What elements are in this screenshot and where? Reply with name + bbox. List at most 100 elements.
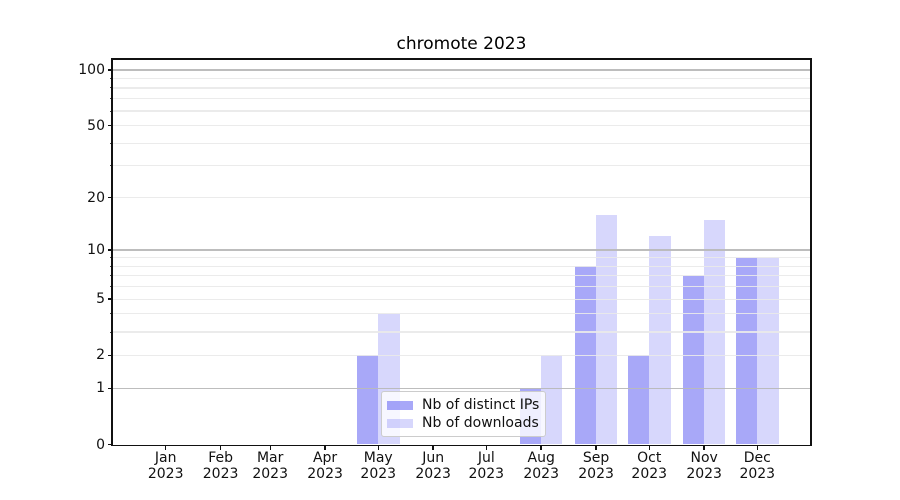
y-minor-tick	[109, 265, 112, 267]
x-tick-year: 2023	[415, 466, 451, 482]
x-tick-may	[377, 446, 379, 451]
bar-nb-of-downloads-aug	[541, 355, 563, 445]
x-tick-label-jan: Jan 2023	[134, 450, 198, 482]
gridline-minor	[113, 196, 810, 199]
y-tick-label-5: 5	[96, 291, 105, 308]
x-tick-month: May	[363, 450, 393, 466]
x-tick-month: Jun	[422, 450, 445, 466]
y-tick-1	[107, 387, 112, 389]
y-minor-tick	[109, 142, 112, 144]
gridline-minor	[113, 98, 810, 100]
x-tick-jun	[432, 446, 434, 451]
spine-right	[810, 58, 812, 447]
y-tick-label-0: 0	[96, 436, 105, 453]
y-minor-tick	[109, 98, 112, 100]
gridline-minor	[113, 110, 810, 112]
x-tick-label-nov: Nov 2023	[672, 450, 736, 482]
y-minor-tick	[109, 78, 112, 80]
y-tick-10	[107, 249, 112, 251]
y-minor-tick	[109, 331, 112, 333]
gridline-minor	[113, 257, 810, 259]
gridline-minor	[113, 298, 810, 300]
y-minor-tick	[109, 275, 112, 277]
x-tick-label-oct: Oct 2023	[617, 450, 681, 482]
x-tick-year: 2023	[147, 466, 184, 482]
y-minor-tick	[109, 257, 112, 259]
x-tick-month: Feb	[208, 450, 233, 466]
gridline-major	[113, 387, 810, 389]
gridline-minor	[113, 265, 810, 267]
legend-item-distinct-ips: Nb of distinct IPs	[387, 397, 539, 413]
gridline-minor	[113, 331, 810, 333]
y-minor-tick	[109, 110, 112, 112]
y-tick-100	[107, 69, 112, 71]
x-tick-aug	[540, 446, 542, 451]
gridline-minor	[113, 313, 810, 315]
y-minor-tick	[109, 197, 112, 198]
x-tick-apr	[324, 446, 326, 451]
legend-item-downloads: Nb of downloads	[387, 415, 539, 431]
x-tick-label-mar: Mar 2023	[238, 450, 302, 482]
gridline-minor	[113, 286, 810, 288]
spine-left	[111, 58, 113, 447]
legend-swatch-downloads	[387, 418, 413, 428]
gridline-minor	[113, 142, 810, 144]
x-tick-label-jul: Jul 2023	[454, 450, 518, 482]
x-tick-year: 2023	[578, 466, 614, 482]
y-tick-label-1: 1	[96, 380, 105, 397]
legend-swatch-distinct-ips	[387, 400, 413, 410]
x-tick-year: 2023	[252, 466, 288, 482]
gridline-minor	[113, 354, 810, 356]
y-minor-tick	[109, 87, 112, 89]
bar-nb-of-downloads-sep	[596, 214, 618, 445]
x-tick-month: Oct	[637, 450, 662, 466]
bar-nb-of-distinct-ips-dec	[735, 257, 758, 445]
gridline-minor	[113, 165, 810, 167]
x-tick-month: Jan	[154, 450, 177, 466]
legend: Nb of distinct IPs Nb of downloads	[381, 391, 546, 437]
x-tick-dec	[756, 446, 758, 451]
x-tick-month: Mar	[256, 450, 284, 466]
spine-bottom	[111, 444, 812, 447]
gridline-major	[113, 69, 810, 71]
gridline-minor	[113, 124, 810, 127]
spine-top	[111, 58, 812, 60]
legend-label-distinct-ips: Nb of distinct IPs	[422, 397, 540, 413]
x-tick-label-may: May 2023	[346, 450, 410, 482]
x-tick-label-aug: Aug 2023	[509, 450, 573, 482]
x-tick-label-dec: Dec 2023	[725, 450, 789, 482]
x-tick-oct	[648, 446, 650, 451]
x-tick-month: Apr	[312, 450, 338, 466]
x-tick-month: Dec	[743, 450, 771, 466]
x-tick-year: 2023	[202, 466, 239, 482]
y-tick-label-50: 50	[87, 117, 105, 134]
y-minor-tick	[109, 286, 112, 288]
y-minor-tick	[109, 313, 112, 315]
y-minor-tick	[109, 354, 112, 356]
gridline-major	[113, 249, 810, 251]
x-tick-year: 2023	[468, 466, 505, 482]
gridline-minor	[113, 87, 810, 89]
y-minor-tick	[109, 298, 112, 300]
x-tick-feb	[219, 446, 222, 451]
x-tick-month: Aug	[527, 450, 555, 466]
chart-title: chromote 2023	[396, 34, 527, 54]
x-tick-month: Nov	[690, 450, 718, 466]
x-tick-year: 2023	[307, 466, 343, 482]
gridline-minor	[113, 275, 810, 277]
x-tick-jul	[485, 446, 487, 451]
x-tick-jan	[165, 446, 167, 451]
x-tick-label-feb: Feb 2023	[189, 450, 253, 482]
bar-nb-of-distinct-ips-may	[356, 355, 379, 445]
bar-nb-of-downloads-dec	[757, 257, 779, 445]
x-tick-mar	[269, 446, 271, 451]
x-tick-label-sep: Sep 2023	[564, 450, 628, 482]
y-minor-tick	[109, 165, 112, 167]
x-tick-label-apr: Apr 2023	[293, 450, 357, 482]
x-tick-nov	[703, 446, 705, 451]
legend-label-downloads: Nb of downloads	[422, 415, 539, 431]
gridline-minor	[113, 78, 810, 80]
y-tick-label-20: 20	[87, 189, 105, 206]
x-tick-label-jun: Jun 2023	[401, 450, 465, 482]
